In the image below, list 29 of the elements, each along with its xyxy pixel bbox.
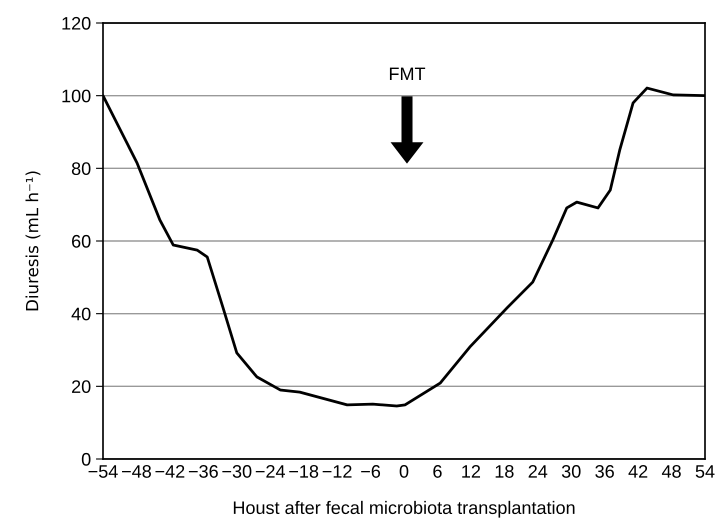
x-tick-label: −12 <box>322 465 352 478</box>
x-tick-label: −42 <box>155 465 184 478</box>
y-tick-label: 120 <box>62 16 90 30</box>
y-tick-label: 20 <box>72 380 90 394</box>
x-tick-label: 18 <box>496 465 514 478</box>
x-tick-label: 12 <box>462 465 480 478</box>
x-tick-label: −24 <box>256 465 286 478</box>
y-tick-label: 40 <box>72 308 90 320</box>
x-tick-label: 30 <box>562 465 581 478</box>
y-tick-label: 100 <box>62 90 90 102</box>
x-tick-label: 42 <box>628 465 648 478</box>
x-tick-label: 54 <box>696 465 715 478</box>
x-tick-label: −48 <box>122 465 151 478</box>
y-axis-title: Diuresis (mL h⁻¹) <box>26 171 40 310</box>
x-tick-label: −36 <box>188 465 218 478</box>
x-tick-label: 36 <box>595 465 614 478</box>
x-tick-label: 48 <box>662 465 681 478</box>
x-tick-label: 0 <box>400 465 408 478</box>
x-tick-label: −54 <box>88 465 118 478</box>
annotation: FMT <box>390 68 426 80</box>
y-tick-label: 60 <box>72 234 90 248</box>
x-tick-label: −18 <box>289 465 318 478</box>
x-tick-label: 6 <box>433 465 442 478</box>
y-tick-label: 0 <box>82 452 90 466</box>
x-axis-title: Houst after fecal microbiota transplantation <box>234 500 574 518</box>
x-tick-label: −6 <box>361 465 380 478</box>
x-tick-label: −30 <box>222 465 252 478</box>
y-tick-label: 80 <box>72 162 90 176</box>
x-tick-label: 24 <box>528 465 548 478</box>
